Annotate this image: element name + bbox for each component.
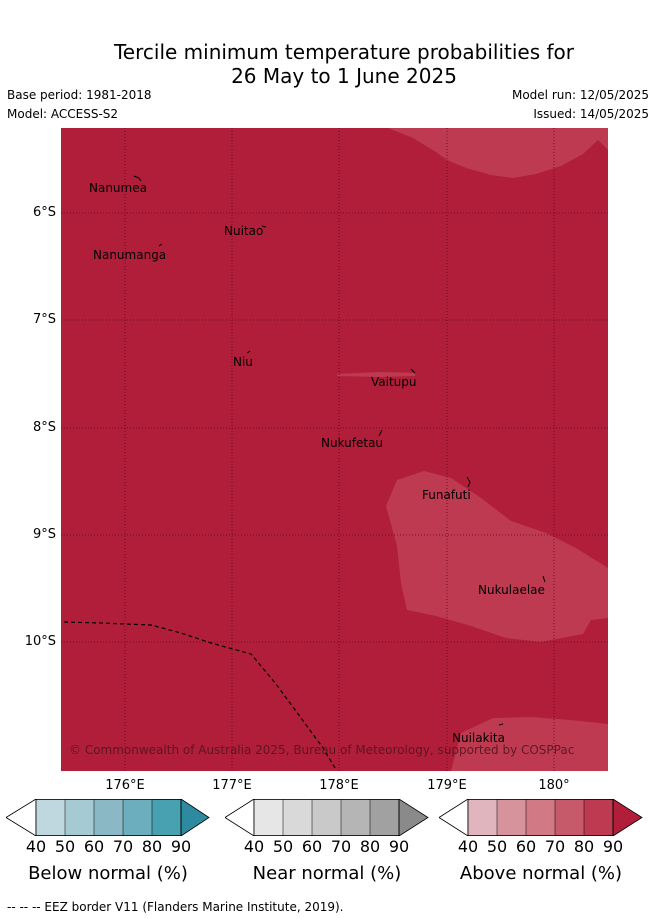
- island-nanumanga-shape: [158, 243, 163, 247]
- model-name: Model: ACCESS-S2: [7, 107, 119, 121]
- below-swatch-80: [152, 799, 181, 836]
- above-swatch-40: [468, 799, 497, 836]
- lon-label-180: 180°: [538, 778, 570, 793]
- below-tick-80: 80: [141, 837, 163, 856]
- below-swatch-70: [123, 799, 152, 836]
- island-nanumea-shape: [133, 175, 142, 182]
- near-tick-60: 60: [301, 837, 323, 856]
- near-swatch-80: [370, 799, 399, 836]
- place-nukulaelae: Nukulaelae: [478, 583, 545, 597]
- above-tick-90: 90: [602, 837, 624, 856]
- above-tick-70: 70: [544, 837, 566, 856]
- model-run: Model run: 12/05/2025: [511, 88, 649, 102]
- above-frame: [467, 799, 614, 836]
- place-niu: Niu: [233, 355, 253, 369]
- above-normal-80-region-south: [451, 717, 608, 771]
- above-dividers: [496, 799, 585, 836]
- lat-label-6s: 6°S: [32, 205, 56, 220]
- below-tick-90: 90: [170, 837, 192, 856]
- island-nukufetau-shape: [378, 429, 383, 437]
- lat-label-7s: 7°S: [32, 312, 56, 327]
- lon-label-176e: 176°E: [105, 778, 145, 793]
- copyright-notice: © Commonwealth of Australia 2025, Bureau…: [69, 743, 575, 757]
- eez-border-note: -- -- -- EEZ border V11 (Flanders Marine…: [7, 900, 344, 914]
- lon-label-179e: 179°E: [427, 778, 467, 793]
- near-swatch-90: [398, 799, 429, 836]
- island-funafuti-shape: [466, 476, 471, 488]
- near-normal-title: Near normal (%): [252, 863, 402, 884]
- issued-date: Issued: 14/05/2025: [533, 107, 649, 121]
- above-normal-90-region: [61, 128, 608, 771]
- place-funafuti: Funafuti: [422, 488, 471, 502]
- map-canvas: [61, 128, 608, 771]
- island-outlines: [133, 175, 546, 726]
- near-swatch-under: [225, 799, 255, 836]
- above-swatch-under: [439, 799, 469, 836]
- below-frame: [35, 799, 182, 836]
- colorbar-near-normal: [225, 799, 429, 836]
- near-tick-70: 70: [330, 837, 352, 856]
- near-tick-90: 90: [388, 837, 410, 856]
- map-panel: [61, 128, 608, 771]
- near-frame: [253, 799, 400, 836]
- title-line-1: Tercile minimum temperature probabilitie…: [113, 40, 575, 64]
- near-tick-50: 50: [272, 837, 294, 856]
- lon-label-178e: 178°E: [319, 778, 359, 793]
- below-dividers: [64, 799, 153, 836]
- above-normal-80-region-north: [388, 128, 608, 178]
- lon-label-177e: 177°E: [212, 778, 252, 793]
- place-nuitao: Nuitao: [224, 224, 264, 238]
- place-nanumanga: Nanumanga: [93, 248, 167, 262]
- map-title: Tercile minimum temperature probabilitie…: [0, 40, 655, 88]
- above-tick-50: 50: [486, 837, 508, 856]
- below-swatch-60: [94, 799, 123, 836]
- near-swatch-60: [312, 799, 341, 836]
- lat-label-8s: 8°S: [32, 420, 56, 435]
- place-nukufetau: Nukufetau: [321, 436, 384, 450]
- above-tick-80: 80: [573, 837, 595, 856]
- above-normal-title: Above normal (%): [459, 863, 623, 884]
- near-swatch-50: [283, 799, 312, 836]
- below-swatch-40: [36, 799, 65, 836]
- lat-label-10s: 10°S: [24, 634, 56, 649]
- lat-label-9s: 9°S: [32, 527, 56, 542]
- near-swatch-40: [254, 799, 283, 836]
- below-tick-40: 40: [25, 837, 47, 856]
- below-swatch-50: [65, 799, 94, 836]
- island-vaitupu-shape: [410, 368, 416, 374]
- near-swatch-70: [341, 799, 370, 836]
- place-nanumea: Nanumea: [89, 181, 147, 195]
- below-normal-title: Below normal (%): [28, 863, 188, 884]
- island-nuitao-shape: [261, 225, 267, 228]
- base-period: Base period: 1981-2018: [7, 88, 152, 102]
- above-swatch-80: [584, 799, 613, 836]
- above-swatch-50: [497, 799, 526, 836]
- below-tick-70: 70: [112, 837, 134, 856]
- island-niu-shape: [246, 350, 251, 354]
- above-tick-40: 40: [457, 837, 479, 856]
- above-tick-60: 60: [515, 837, 537, 856]
- colorbar-above-normal: [439, 799, 643, 836]
- near-dividers: [282, 799, 371, 836]
- island-nukulaelae-shape: [542, 575, 546, 583]
- above-swatch-90: [612, 799, 643, 836]
- below-swatch-90: [180, 799, 210, 836]
- below-tick-60: 60: [83, 837, 105, 856]
- near-tick-80: 80: [359, 837, 381, 856]
- colorbar-below-normal: [6, 799, 210, 836]
- eez-border: [63, 621, 336, 769]
- near-tick-40: 40: [243, 837, 265, 856]
- title-line-2: 26 May to 1 June 2025: [231, 64, 457, 88]
- below-swatch-under: [6, 799, 37, 836]
- above-swatch-70: [555, 799, 584, 836]
- above-normal-80-sliver: [337, 372, 415, 377]
- grid-lines: [61, 128, 608, 771]
- island-nuilakita-shape: [498, 723, 504, 726]
- above-normal-80-region-central: [386, 471, 608, 642]
- place-vaitupu: Vaitupu: [371, 375, 417, 389]
- above-swatch-60: [526, 799, 555, 836]
- place-nuilakita: Nuilakita: [452, 731, 505, 745]
- below-tick-50: 50: [54, 837, 76, 856]
